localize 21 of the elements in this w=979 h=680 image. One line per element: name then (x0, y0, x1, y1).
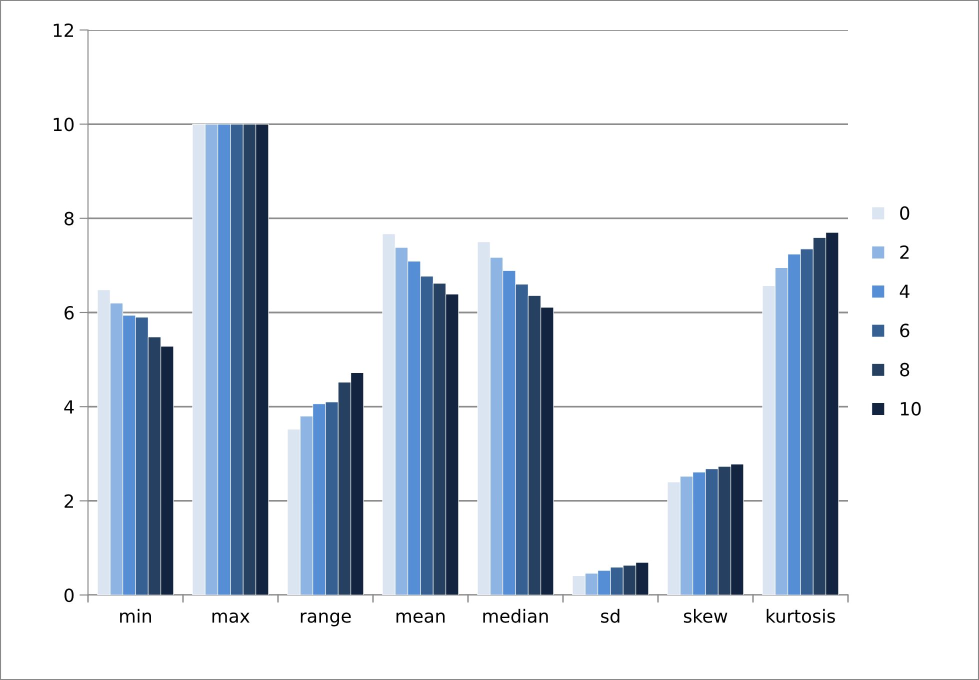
x-tick-label: median (483, 608, 548, 623)
x-tick-label: skew (684, 608, 728, 623)
legend-label: 4 (900, 284, 910, 298)
x-tick-label: range (300, 612, 351, 626)
x-tick-label: sd (601, 608, 620, 623)
legend-label: 2 (900, 245, 909, 259)
y-tick-label: 8 (64, 212, 74, 226)
y-tick-label: 2 (64, 494, 73, 508)
legend-label: 8 (900, 362, 910, 376)
y-tick-label: 0 (64, 588, 74, 602)
y-tick-label: 6 (64, 306, 74, 320)
legend-label: 6 (900, 324, 910, 338)
x-tick-label: mean (396, 612, 445, 623)
y-tick-label: 10 (54, 118, 74, 132)
legend-label: 10 (900, 402, 921, 416)
x-tick-label: min (120, 608, 151, 623)
x-tick-label: kurtosis (766, 608, 835, 623)
y-tick-label: 4 (64, 400, 74, 414)
x-tick-label: max (212, 612, 250, 623)
y-tick-label: 12 (54, 23, 73, 37)
legend-label: 0 (900, 206, 910, 220)
